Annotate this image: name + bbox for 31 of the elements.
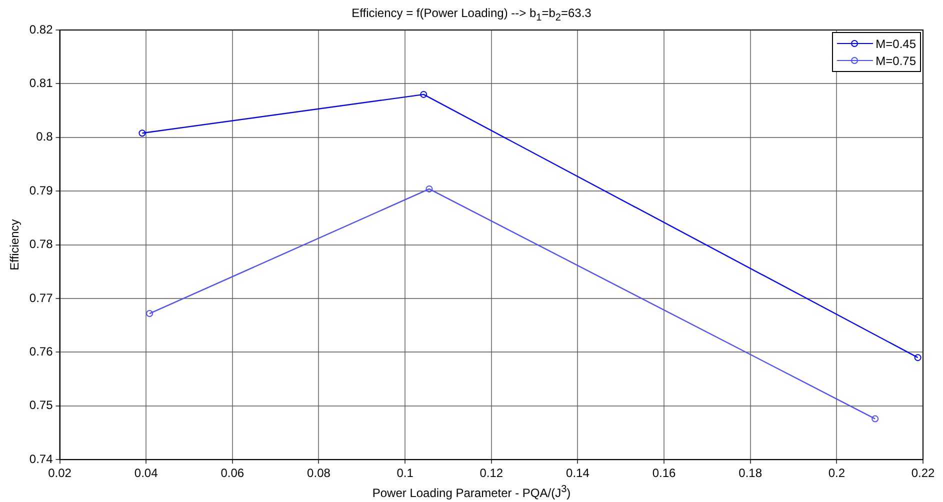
x-tick-label: 0.08 (307, 466, 331, 480)
point (914, 354, 922, 362)
x-tick-label: 0.04 (134, 466, 158, 480)
x-tick-label: 0.12 (480, 466, 504, 480)
chart-title: Efficiency = f(Power Loading) --> b$_{1}$=b$_{2}$=63.3 (350, 6, 592, 24)
legend-label: M=0.75 (876, 54, 916, 68)
point (138, 130, 146, 137)
x-tick-label: 0.16 (652, 466, 676, 480)
y-axis-title: Efficiency (8, 219, 22, 270)
x-tick-label: 0.02 (48, 466, 72, 480)
y-tick-label: 0.78 (29, 237, 54, 252)
y-tick-label: 0.74 (29, 452, 54, 466)
point (872, 415, 879, 422)
x-tick-label: 0.1 (396, 466, 414, 480)
point (146, 310, 154, 318)
point (420, 90, 428, 98)
y-tick-label: 0.76 (29, 344, 54, 359)
x-tick-label: 0.18 (738, 466, 762, 480)
x-tick-label: 0.06 (220, 466, 244, 480)
x-tick-label: 0.22 (911, 466, 935, 480)
y-tick-label: 0.75 (29, 398, 54, 412)
y-tick-label: 0.79 (29, 183, 54, 198)
y-tick-label: 0.8 (36, 130, 54, 144)
x-tick-label: 0.2 (828, 466, 846, 480)
point (426, 185, 433, 192)
x-axis-title: Power Loading Parameter - PQA/(J$^{3}$) (371, 484, 572, 500)
legend-label: M=0.45 (876, 36, 916, 50)
x-tick-label: 0.14 (566, 466, 590, 480)
y-tick-label: 0.81 (29, 76, 54, 90)
y-tick-label: 0.77 (29, 290, 54, 305)
y-tick-label: 0.82 (29, 22, 54, 36)
